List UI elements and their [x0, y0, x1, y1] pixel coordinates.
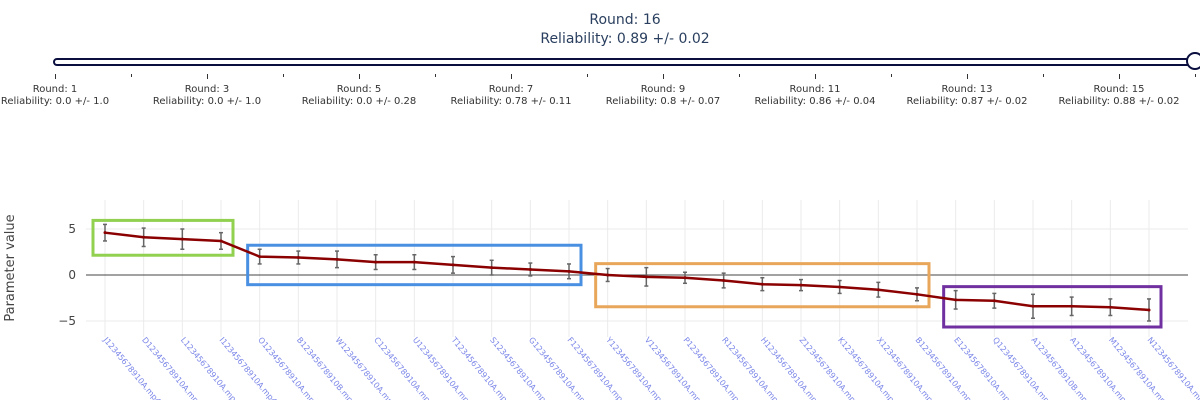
- slider-tick[interactable]: [663, 74, 664, 79]
- data-point: [490, 266, 494, 270]
- data-point: [644, 275, 648, 279]
- slider-tick[interactable]: [359, 74, 360, 79]
- step-round: Round: 13: [941, 84, 993, 95]
- slider-tick[interactable]: [815, 74, 816, 79]
- step-reliability: Reliability: 0.0 +/- 0.28: [301, 96, 417, 107]
- data-point: [103, 231, 107, 235]
- data-point: [954, 298, 958, 302]
- data-point: [876, 288, 880, 292]
- data-point: [258, 255, 262, 259]
- slider-tick[interactable]: [55, 74, 56, 79]
- slider-tick[interactable]: [511, 74, 512, 79]
- current-round-label: Round: 16: [589, 12, 661, 28]
- y-tick-label: −5: [58, 314, 76, 328]
- group-box: [246, 243, 583, 287]
- step-round: Round: 1: [32, 84, 78, 95]
- y-axis-title: Parameter value: [3, 214, 18, 321]
- data-point: [180, 237, 184, 241]
- data-point: [760, 282, 764, 286]
- slider-tick[interactable]: [1119, 74, 1120, 79]
- step-reliability: Reliability: 0.87 +/- 0.02: [906, 96, 1028, 107]
- data-point: [683, 276, 687, 280]
- data-point: [374, 260, 378, 264]
- data-point: [142, 235, 146, 239]
- data-point: [451, 263, 455, 267]
- data-point: [1147, 308, 1151, 312]
- data-point: [1070, 304, 1074, 308]
- data-point: [992, 299, 996, 303]
- data-point: [1108, 305, 1112, 309]
- data-point: [528, 267, 532, 271]
- slider-step-label[interactable]: Round: 5 Reliability: 0.0 +/- 0.28: [289, 84, 429, 108]
- slider-tick[interactable]: [587, 74, 588, 77]
- slider-tick[interactable]: [967, 74, 968, 79]
- series-line: [104, 231, 1150, 312]
- data-point: [838, 285, 842, 289]
- slider-step-label[interactable]: Round: 11 Reliability: 0.86 +/- 0.04: [745, 84, 885, 108]
- round-slider[interactable]: Round: 16 Reliability: 0.89 +/- 0.02 Rou…: [0, 0, 1200, 120]
- slider-tick[interactable]: [1195, 74, 1196, 77]
- data-point: [412, 260, 416, 264]
- current-reliability-label: Reliability: 0.89 +/- 0.02: [540, 31, 710, 47]
- step-round: Round: 7: [488, 84, 534, 95]
- data-point: [722, 279, 726, 283]
- slider-tick[interactable]: [739, 74, 740, 77]
- step-round: Round: 11: [789, 84, 841, 95]
- data-point: [567, 269, 571, 273]
- step-reliability: Reliability: 0.86 +/- 0.04: [754, 96, 876, 107]
- slider-tick[interactable]: [207, 74, 208, 79]
- step-reliability: Reliability: 0.78 +/- 0.11: [450, 96, 572, 107]
- group-box: [594, 262, 931, 309]
- data-point: [219, 239, 223, 243]
- slider-tick[interactable]: [283, 74, 284, 77]
- step-reliability: Reliability: 0.0 +/- 1.0: [0, 96, 110, 107]
- slider-tick[interactable]: [131, 74, 132, 77]
- group-box: [91, 218, 235, 257]
- slider-tick[interactable]: [891, 74, 892, 77]
- y-tick-label: 0: [68, 268, 76, 282]
- slider-tick[interactable]: [1043, 74, 1044, 77]
- data-point: [915, 292, 919, 296]
- slider-step-label[interactable]: Round: 1 Reliability: 0.0 +/- 1.0: [0, 84, 125, 108]
- data-point: [1031, 304, 1035, 308]
- slider-step-label[interactable]: Round: 9 Reliability: 0.8 +/- 0.07: [593, 84, 733, 108]
- step-reliability: Reliability: 0.8 +/- 0.07: [605, 96, 721, 107]
- slider-handle[interactable]: [1186, 52, 1200, 70]
- slider-step-label[interactable]: Round: 7 Reliability: 0.78 +/- 0.11: [441, 84, 581, 108]
- data-point: [335, 257, 339, 261]
- step-reliability: Reliability: 0.0 +/- 1.0: [152, 96, 262, 107]
- data-point: [606, 273, 610, 277]
- group-box: [942, 285, 1163, 329]
- step-reliability: Reliability: 0.88 +/- 0.02: [1058, 96, 1180, 107]
- step-round: Round: 5: [336, 84, 382, 95]
- step-round: Round: 3: [184, 84, 230, 95]
- step-round: Round: 9: [640, 84, 686, 95]
- y-tick-label: 5: [68, 222, 76, 236]
- slider-tick[interactable]: [435, 74, 436, 77]
- data-point: [296, 256, 300, 260]
- slider-step-label[interactable]: Round: 3 Reliability: 0.0 +/- 1.0: [137, 84, 277, 108]
- slider-step-label[interactable]: Round: 15 Reliability: 0.88 +/- 0.02: [1049, 84, 1189, 108]
- step-round: Round: 15: [1093, 84, 1145, 95]
- slider-step-label[interactable]: Round: 13 Reliability: 0.87 +/- 0.02: [897, 84, 1037, 108]
- data-point: [799, 283, 803, 287]
